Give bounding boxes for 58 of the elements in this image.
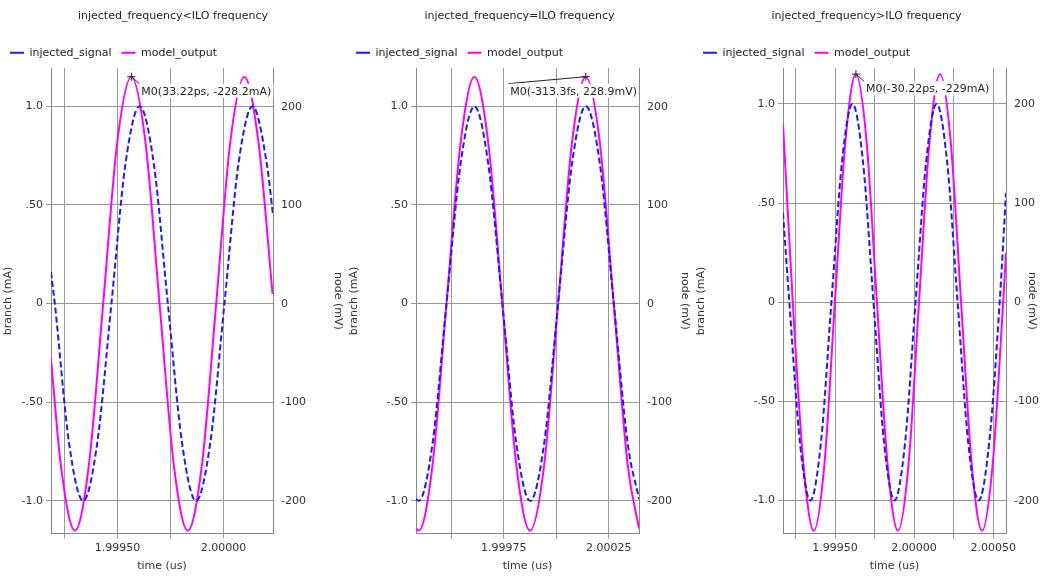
x-tick-label: 1.99975 <box>480 541 527 555</box>
legend-label: model_output <box>141 45 218 59</box>
y-tick-label: 1.0 <box>25 99 43 113</box>
y-axis-title: branch (mA) <box>347 266 361 336</box>
x-tick-label: 2.00000 <box>200 541 247 555</box>
x-axis-title: time (us) <box>502 559 553 573</box>
legend-label: injected_signal <box>375 45 458 59</box>
y-tick-label: -1.0 <box>753 493 775 507</box>
chart-title: injected_frequency<ILO frequency <box>77 9 269 23</box>
y-axis-title: branch (mA) <box>1 266 15 336</box>
y2-tick-label: 100 <box>281 198 302 212</box>
x-axis-title: time (us) <box>869 559 920 573</box>
y-axis-title: branch (mA) <box>694 266 708 336</box>
x-axis-title: time (us) <box>137 559 187 573</box>
y2-tick-label: -200 <box>647 493 672 507</box>
y2-axis-title: node (mV) <box>678 272 692 330</box>
x-tick-label: 2.00000 <box>891 541 937 555</box>
y-tick-label: -.50 <box>753 394 775 408</box>
legend-label: injected_signal <box>722 45 805 59</box>
x-tick-label: 1.99950 <box>94 541 141 555</box>
y-tick-label: 1.0 <box>390 99 408 113</box>
y2-tick-label: 200 <box>281 99 302 113</box>
legend-label: model_output <box>834 45 911 59</box>
x-tick-label: 2.00050 <box>970 541 1016 555</box>
y2-tick-label: 0 <box>1014 295 1021 309</box>
x-tick-label: 2.00025 <box>585 541 632 555</box>
y2-axis-title: node (mV) <box>1025 272 1039 330</box>
y-tick-label: 0 <box>36 296 43 310</box>
y2-tick-label: -100 <box>647 395 672 409</box>
legend-label: model_output <box>487 45 564 59</box>
y2-tick-label: 100 <box>1014 196 1035 210</box>
y2-tick-label: -100 <box>281 395 306 409</box>
y-tick-label: .50 <box>757 195 775 209</box>
y-tick-label: .50 <box>390 197 408 211</box>
annotation: M0(33.22ps, -228.2mA) <box>141 84 272 98</box>
annotation: M0(-30.22ps, -229mA) <box>865 82 990 96</box>
legend-label: injected_signal <box>29 45 112 59</box>
y-tick-label: -.50 <box>21 395 43 409</box>
y2-tick-label: 100 <box>647 198 668 212</box>
x-tick-label: 1.99950 <box>812 541 858 555</box>
chart-title: injected_frequency=ILO frequency <box>424 9 616 23</box>
y2-tick-label: 200 <box>1014 96 1035 110</box>
y-tick-label: -1.0 <box>386 493 408 507</box>
y2-tick-label: 0 <box>647 296 654 310</box>
y2-tick-label: -100 <box>1014 394 1039 408</box>
y-tick-label: -.50 <box>386 395 408 409</box>
y-tick-label: 0 <box>768 295 775 309</box>
y2-tick-label: 0 <box>281 296 288 310</box>
y2-axis-title: node (mV) <box>331 272 345 330</box>
y2-tick-label: -200 <box>1014 493 1039 507</box>
annotation: M0(-313.3fs, 228.9mV) <box>510 84 638 98</box>
y-tick-label: 0 <box>401 296 408 310</box>
chart-title: injected_frequency>ILO frequency <box>771 9 963 23</box>
y-tick-label: -1.0 <box>21 493 43 507</box>
y-tick-label: .50 <box>25 197 43 211</box>
y-tick-label: 1.0 <box>757 96 775 110</box>
y2-tick-label: -200 <box>281 493 306 507</box>
y2-tick-label: 200 <box>647 99 668 113</box>
